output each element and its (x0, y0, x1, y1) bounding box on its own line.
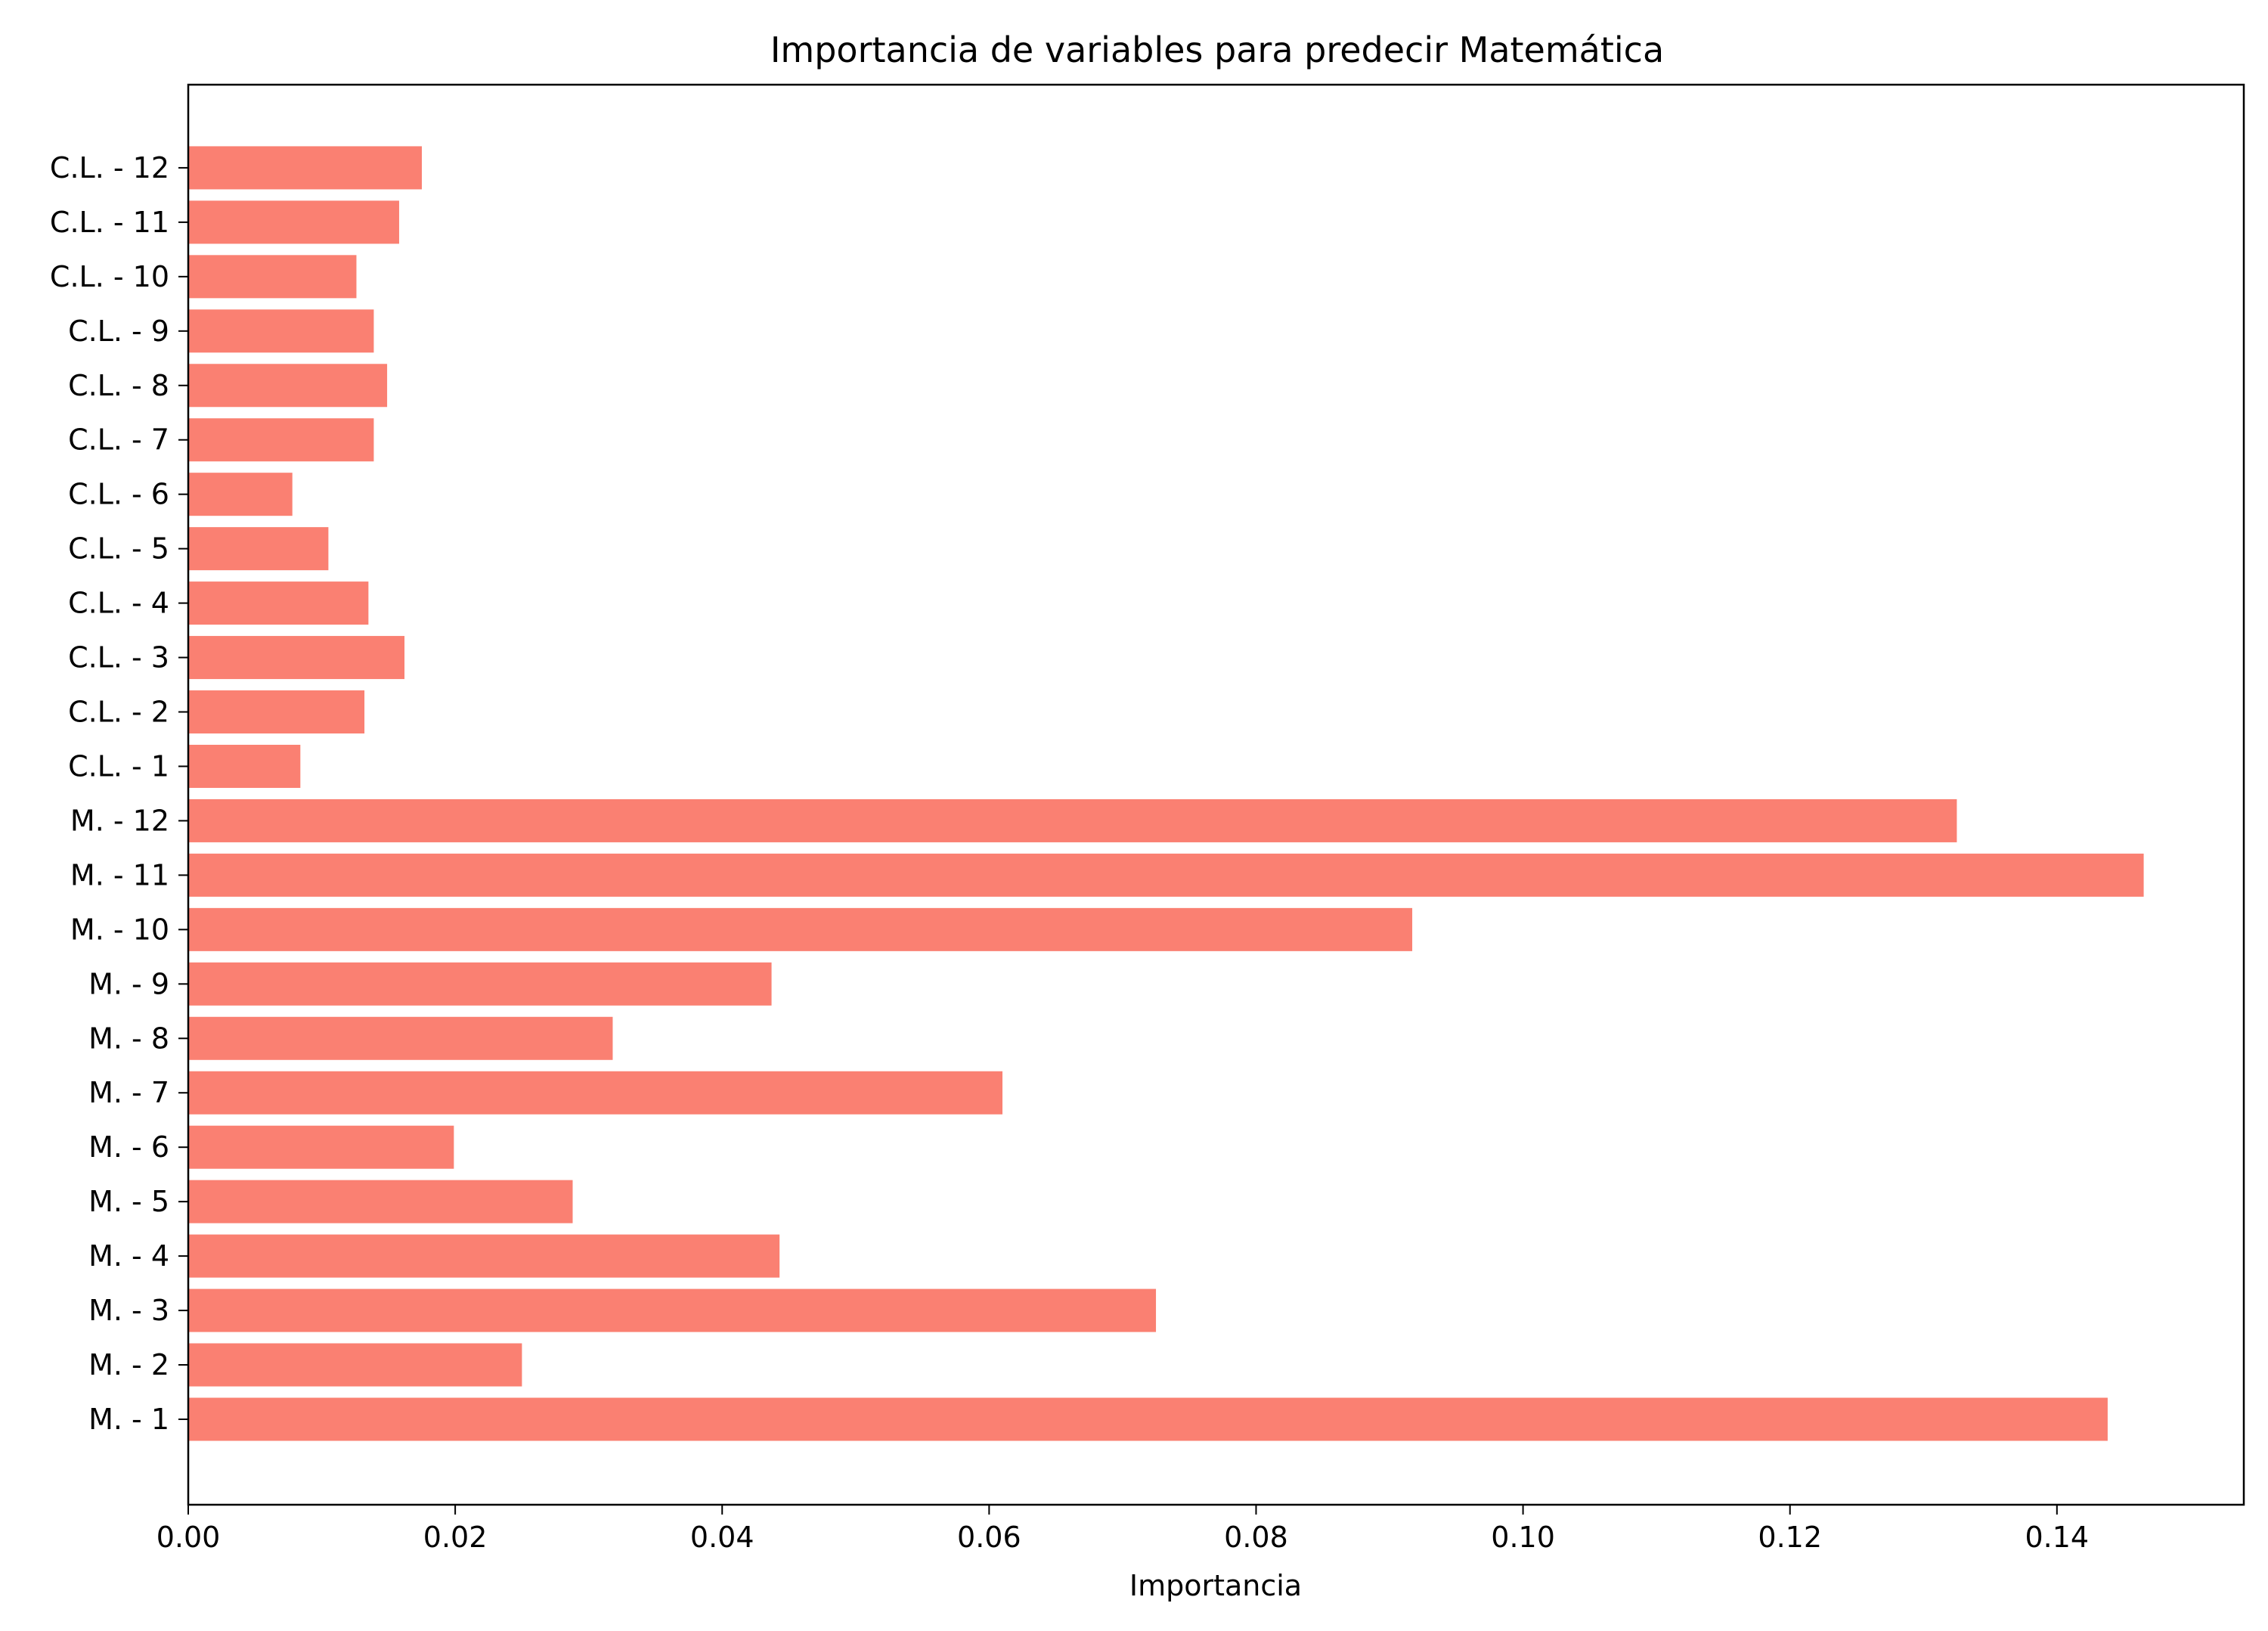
bar (188, 309, 374, 353)
plot-frame (187, 83, 2245, 1506)
y-tick-label: M. - 11 (70, 858, 169, 891)
x-tick-label: 0.00 (156, 1521, 221, 1554)
bar (188, 1125, 454, 1169)
bar (188, 364, 388, 408)
y-axis-ticks: M. - 1 M. - 2 M. - 3 M. - 4 M. - 5 M. - 6 M. -… (50, 151, 188, 1436)
bar (188, 1180, 573, 1223)
y-tick-label: M. - 2 (88, 1348, 169, 1381)
x-axis-label: Importancia (1129, 1569, 1302, 1602)
bar (188, 690, 365, 734)
y-tick-label: C.L. - 2 (68, 696, 169, 729)
y-tick-label: C.L. - 7 (68, 423, 169, 457)
y-tick-label: M. - 6 (88, 1130, 169, 1164)
x-tick-label: 0.04 (690, 1521, 754, 1554)
x-tick-label: 0.08 (1224, 1521, 1288, 1554)
y-tick-label: C.L. - 10 (50, 260, 169, 293)
y-tick-label: C.L. - 5 (68, 532, 169, 566)
y-tick-label: M. - 4 (88, 1239, 169, 1273)
y-tick-label: M. - 3 (88, 1294, 169, 1327)
bar (188, 907, 1413, 951)
y-tick-label: C.L. - 12 (50, 151, 169, 184)
bar (188, 473, 293, 516)
bar (188, 1288, 1157, 1332)
bar (188, 255, 357, 299)
x-axis-ticks: 0.00 0.02 0.04 0.06 0.08 0.10 0.12 0.14 (156, 1505, 2089, 1554)
bar (188, 1016, 613, 1060)
bar (188, 962, 772, 1006)
bar (188, 798, 1957, 842)
bar (188, 527, 329, 571)
x-tick-label: 0.06 (957, 1521, 1021, 1554)
bar (188, 581, 369, 625)
y-tick-label: M. - 7 (88, 1076, 169, 1109)
y-tick-label: C.L. - 4 (68, 587, 169, 620)
bar (188, 146, 422, 190)
x-tick-label: 0.12 (1758, 1521, 1822, 1554)
y-tick-label: M. - 12 (70, 804, 169, 837)
bar (188, 744, 301, 788)
y-tick-label: M. - 9 (88, 967, 169, 1000)
y-tick-label: M. - 5 (88, 1185, 169, 1218)
y-tick-label: C.L. - 1 (68, 749, 169, 783)
y-tick-label: M. - 1 (88, 1403, 169, 1436)
y-tick-label: C.L. - 8 (68, 369, 169, 402)
x-tick-label: 0.10 (1491, 1521, 1555, 1554)
y-tick-label: M. - 10 (70, 913, 169, 946)
bar (188, 1397, 2108, 1441)
bar (188, 1071, 1003, 1115)
bar (188, 1234, 780, 1278)
x-tick-label: 0.14 (2025, 1521, 2090, 1554)
bar (188, 853, 2144, 897)
bar (188, 200, 399, 244)
bar (188, 1343, 522, 1387)
bar (188, 418, 374, 462)
y-tick-label: C.L. - 11 (50, 206, 169, 239)
y-tick-label: M. - 8 (88, 1022, 169, 1055)
bars-group (188, 146, 2144, 1441)
x-tick-label: 0.02 (423, 1521, 488, 1554)
chart-title: Importancia de variables para predecir M… (770, 29, 1664, 70)
bar (188, 636, 405, 680)
y-tick-label: C.L. - 6 (68, 478, 169, 511)
y-tick-label: C.L. - 3 (68, 641, 169, 674)
y-tick-label: C.L. - 9 (68, 315, 169, 348)
